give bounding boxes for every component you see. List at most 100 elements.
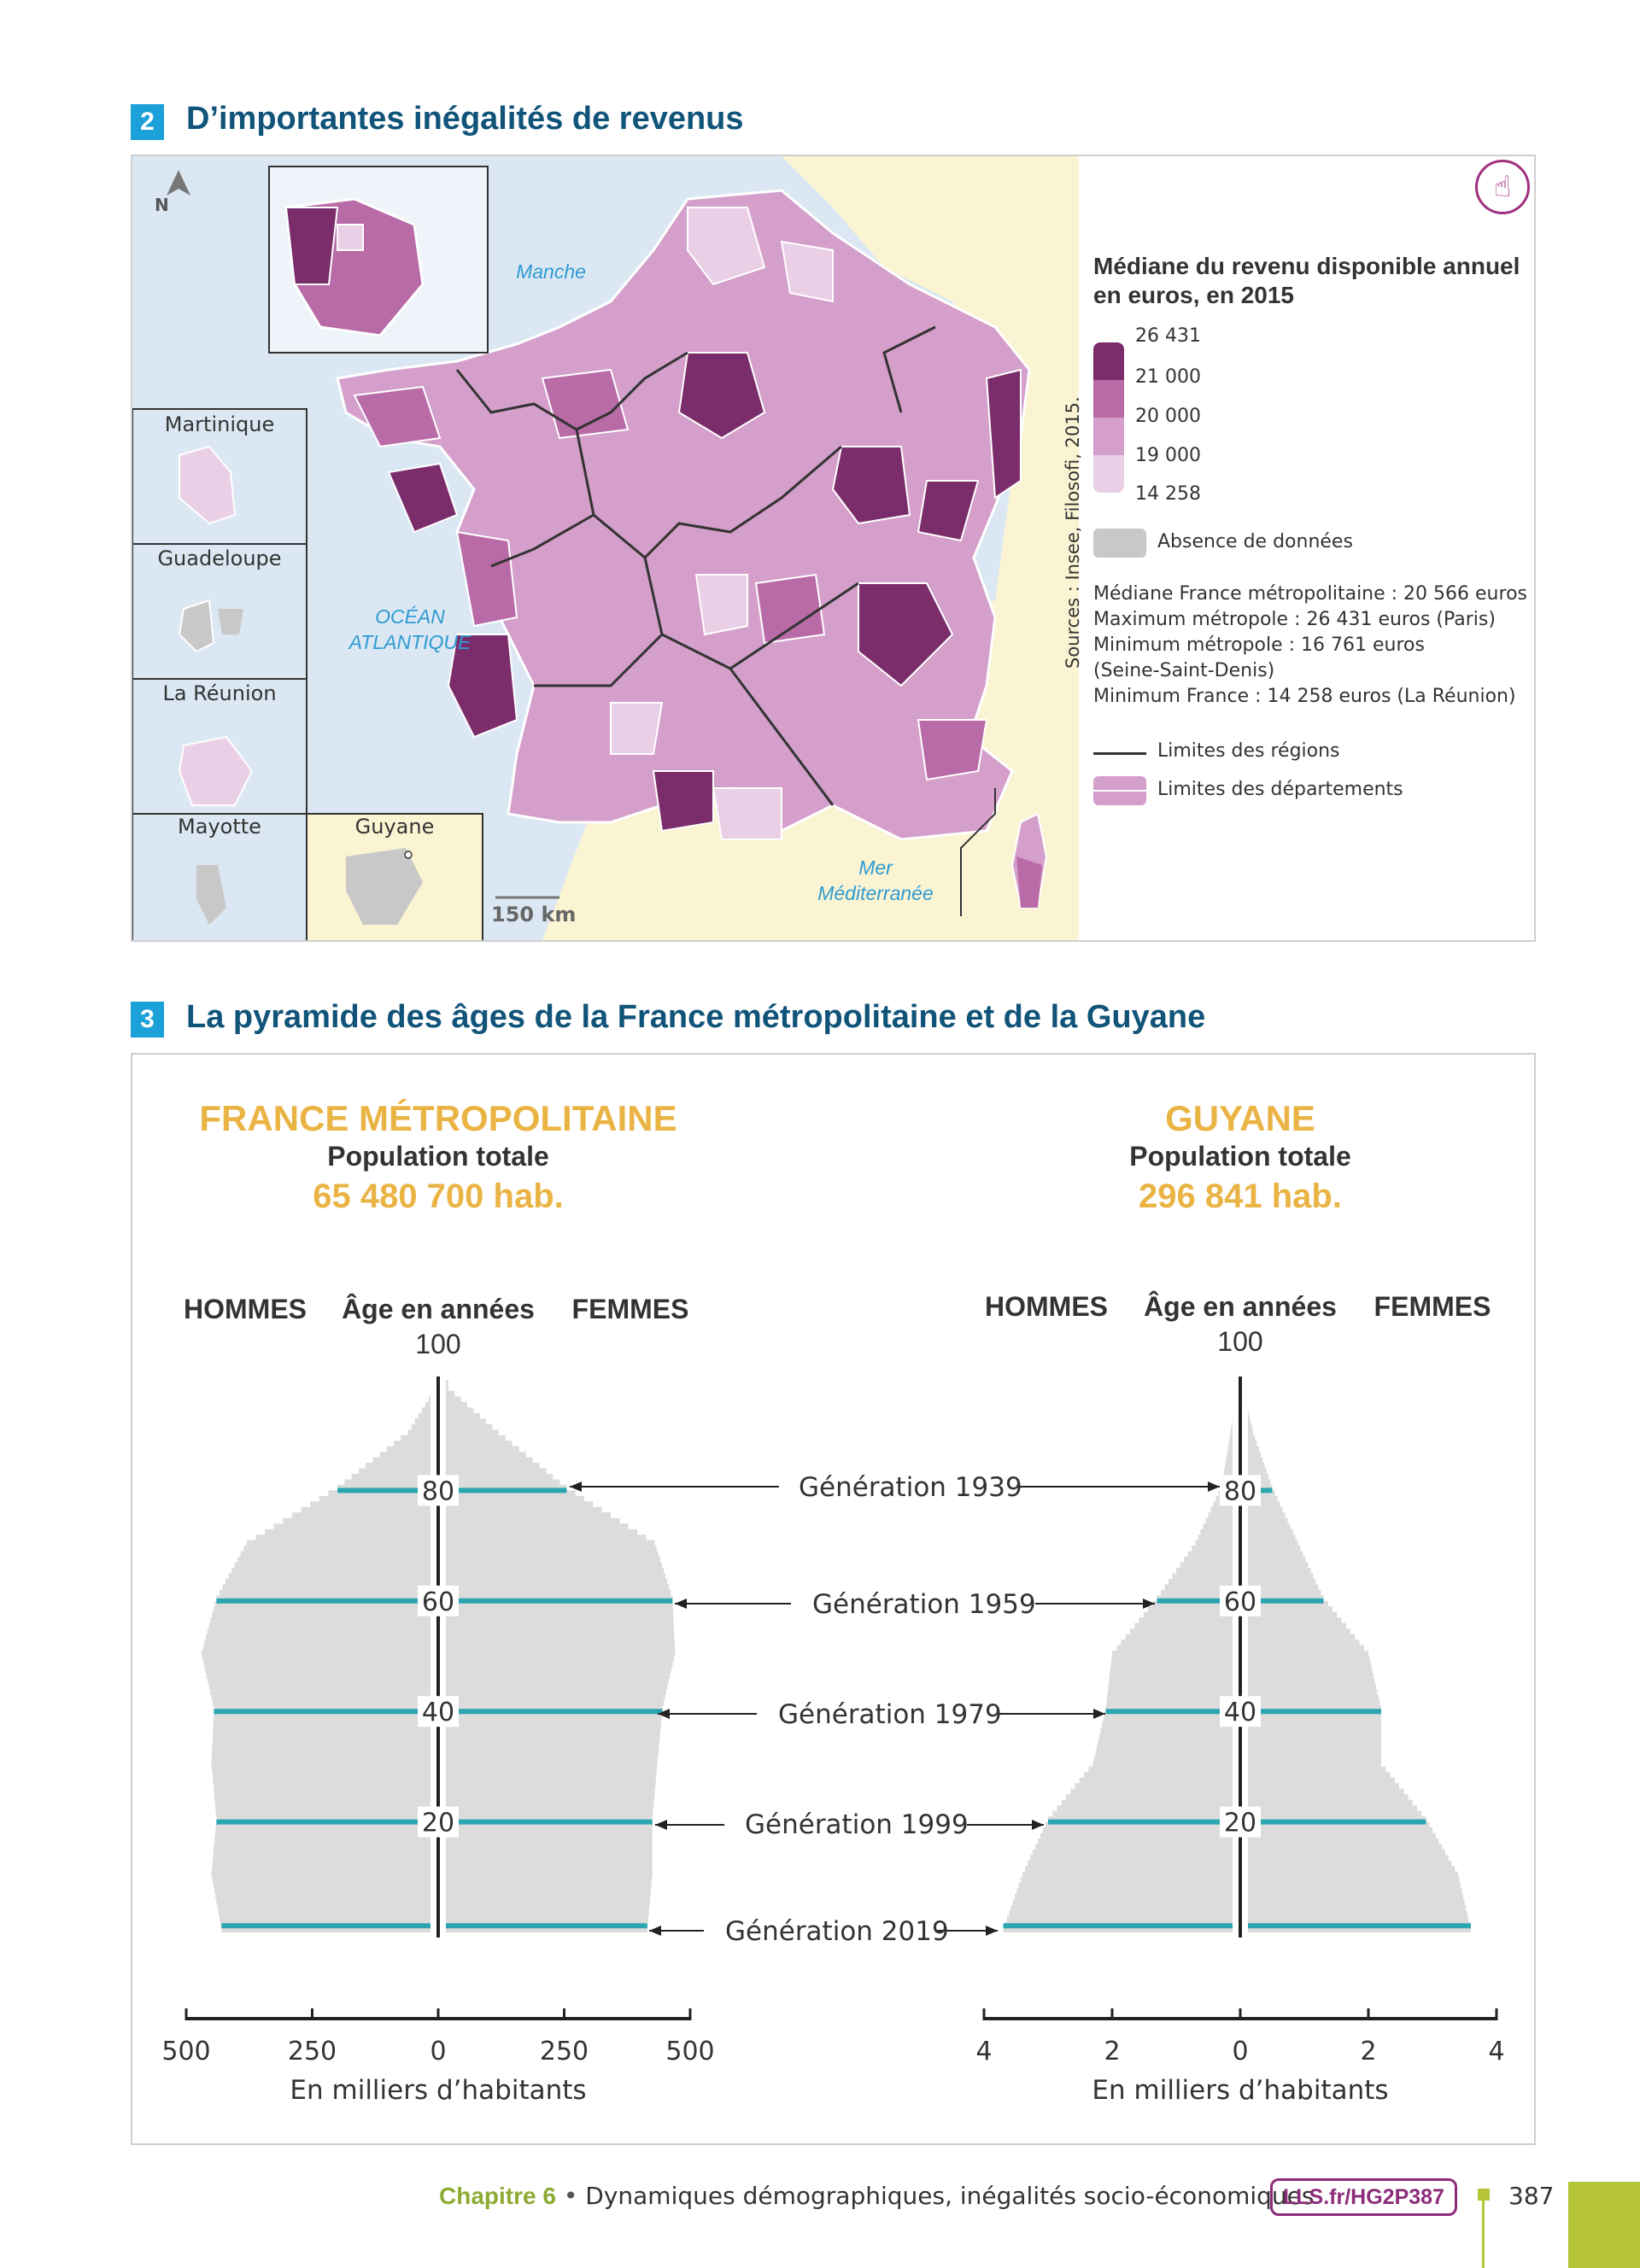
legend-title-line1: Médiane du revenu disponible annuel bbox=[1093, 253, 1520, 279]
pyramid-france-age-tick-bg-20 bbox=[418, 1806, 459, 1838]
legend-no-data-label: Absence de données bbox=[1157, 531, 1353, 552]
north-arrow-icon: N bbox=[155, 195, 169, 215]
pyramid-france-title: FRANCE MÉTROPOLITAINE bbox=[199, 1098, 677, 1138]
pyramid-france-xlabel: En milliers d’habitants bbox=[290, 2075, 587, 2106]
pyramid-guyane-women-bars bbox=[1240, 1380, 1471, 1932]
pyramid-france-age-tick-bg-60 bbox=[418, 1585, 459, 1616]
section-2-number: 2 bbox=[131, 104, 164, 140]
interactive-hand-icon[interactable]: ☝ bbox=[1475, 160, 1530, 214]
pyramid-france-age-tick-bg-40 bbox=[418, 1696, 459, 1727]
legend-swatch-4 bbox=[1093, 455, 1124, 493]
generation-2019-label: Génération 2019 bbox=[725, 1916, 949, 1947]
pyramid-guyane-x-tick-0: 4 bbox=[975, 2037, 992, 2066]
pyramid-france-women: FEMMES bbox=[571, 1294, 689, 1324]
generation-1959-label: Génération 1959 bbox=[812, 1589, 1036, 1620]
legend-no-data-swatch bbox=[1093, 529, 1146, 558]
pyramid-guyane-age-tick-40: 40 bbox=[1224, 1698, 1256, 1727]
generation-1939-label: Génération 1939 bbox=[799, 1472, 1022, 1503]
arrow-1939-right-head bbox=[1208, 1482, 1220, 1492]
pyramid-guyane-x-tick-4: 4 bbox=[1488, 2037, 1504, 2066]
legend-swatch-3 bbox=[1093, 418, 1124, 455]
footer-chapter: Chapitre 6 bbox=[439, 2183, 556, 2209]
sea-med-line2: Méditerranée bbox=[817, 882, 934, 904]
arrow-2019-right-head bbox=[986, 1926, 998, 1936]
footer-link[interactable]: LLS.fr/HG2P387 bbox=[1270, 2178, 1457, 2216]
arrow-1979-right-head bbox=[1093, 1709, 1105, 1719]
pyramid-guyane-women: FEMMES bbox=[1374, 1291, 1491, 1322]
legend-stat-5: Minimum France : 14 258 euros (La Réunio… bbox=[1093, 686, 1516, 707]
legend-value-1: 26 431 bbox=[1135, 325, 1201, 347]
footer-bullet: • bbox=[555, 2182, 586, 2210]
map-source: Sources : Insee, Filosofi, 2015. bbox=[1063, 396, 1083, 669]
pyramid-guyane-population: 296 841 hab. bbox=[1139, 1178, 1342, 1215]
legend-region-line bbox=[1093, 752, 1146, 755]
inset-label-reunion: La Réunion bbox=[162, 681, 277, 705]
legend-region-label: Limites des régions bbox=[1157, 740, 1340, 762]
pyramid-guyane-age-label: Âge en années bbox=[1144, 1291, 1337, 1322]
arrow-1959-right-head bbox=[1143, 1599, 1155, 1609]
pyramid-france-women-bars bbox=[438, 1380, 676, 1932]
arrow-1999-left-head bbox=[655, 1820, 667, 1830]
pyramid-guyane-age-tick-bg-40 bbox=[1220, 1696, 1261, 1727]
pyramid-guyane-x-tick-2: 0 bbox=[1232, 2037, 1248, 2066]
legend-value-2: 21 000 bbox=[1135, 366, 1201, 388]
pyramid-france-x-tick-3: 250 bbox=[540, 2037, 589, 2066]
legend-departement-line bbox=[1093, 790, 1146, 792]
legend-stat-3: Minimum métropole : 16 761 euros bbox=[1093, 634, 1425, 656]
scale-label: 150 km bbox=[491, 903, 577, 926]
footer-rule bbox=[1482, 2201, 1485, 2268]
inset-label-guadeloupe: Guadeloupe bbox=[157, 547, 282, 570]
arrow-1979-left-head bbox=[658, 1709, 670, 1719]
generation-1979-label: Génération 1979 bbox=[778, 1699, 1002, 1730]
legend-value-4: 19 000 bbox=[1135, 445, 1201, 466]
legend-title-line2: en euros, en 2015 bbox=[1093, 282, 1295, 308]
pyramid-guyane-age-tick-80: 80 bbox=[1224, 1476, 1256, 1506]
legend-value-3: 20 000 bbox=[1135, 406, 1201, 427]
pyramid-guyane-age-tick-20: 20 bbox=[1224, 1809, 1256, 1838]
footer-chapter-title: Dynamiques démographiques, inégalités so… bbox=[585, 2182, 1315, 2210]
income-map bbox=[132, 156, 1079, 940]
inset-label-martinique: Martinique bbox=[164, 412, 275, 436]
footer-page-tab bbox=[1568, 2182, 1640, 2268]
pyramid-france-age-tick-bg-80 bbox=[418, 1475, 459, 1506]
legend-stat-2: Maximum métropole : 26 431 euros (Paris) bbox=[1093, 609, 1496, 630]
pyramid-guyane-men-bars bbox=[1003, 1380, 1240, 1932]
pyramid-france-pop-label: Population totale bbox=[327, 1141, 549, 1172]
legend-value-5: 14 258 bbox=[1135, 483, 1201, 505]
pyramid-france-men-bars bbox=[201, 1380, 438, 1932]
pyramid-france-x-tick-2: 0 bbox=[430, 2037, 446, 2066]
section-3-title: La pyramide des âges de la France métrop… bbox=[186, 999, 1206, 1035]
section-2-title: D’importantes inégalités de revenus bbox=[186, 101, 744, 137]
pyramid-france-x-tick-0: 500 bbox=[161, 2037, 210, 2066]
legend-swatch-2 bbox=[1093, 380, 1124, 418]
footer-text-line: Chapitre 6 • Dynamiques démographiques, … bbox=[439, 2182, 1314, 2210]
pyramid-guyane-age-tick-bg-20 bbox=[1220, 1806, 1261, 1838]
inset-label-mayotte: Mayotte bbox=[178, 815, 261, 839]
pyramid-guyane-age-100: 100 bbox=[1217, 1326, 1263, 1357]
map-figure: N Manche OCÉAN ATLANTIQUE Mer Méditerran… bbox=[131, 155, 1536, 942]
pyramid-france-men: HOMMES bbox=[184, 1294, 307, 1324]
sea-ocean-line2: ATLANTIQUE bbox=[348, 631, 472, 653]
arrow-1999-right-head bbox=[1032, 1820, 1044, 1830]
arrow-1959-left-head bbox=[675, 1599, 687, 1609]
pyramid-guyane-xlabel: En milliers d’habitants bbox=[1092, 2075, 1389, 2106]
pyramid-france-age-tick-60: 60 bbox=[422, 1587, 454, 1617]
arrow-1939-left-head bbox=[570, 1482, 582, 1492]
pyramid-guyane-x-tick-3: 2 bbox=[1360, 2037, 1376, 2066]
pyramid-guyane-men: HOMMES bbox=[985, 1291, 1108, 1322]
pyramid-france-age-tick-80: 80 bbox=[422, 1476, 454, 1506]
pyramid-guyane-age-tick-60: 60 bbox=[1224, 1587, 1256, 1617]
pyramid-france-age-tick-40: 40 bbox=[422, 1698, 454, 1727]
section-3-number: 3 bbox=[131, 1002, 164, 1038]
sea-manche: Manche bbox=[516, 260, 586, 283]
pyramid-guyane-age-tick-bg-80 bbox=[1220, 1475, 1261, 1506]
pyramid-france-x-tick-4: 500 bbox=[665, 2037, 714, 2066]
pyramid-guyane-pop-label: Population totale bbox=[1129, 1141, 1351, 1172]
pyramid-guyane-x-tick-1: 2 bbox=[1104, 2037, 1120, 2066]
generation-1999-label: Génération 1999 bbox=[745, 1809, 969, 1840]
footer-page-number: 387 bbox=[1508, 2182, 1555, 2210]
legend-stat-1: Médiane France métropolitaine : 20 566 e… bbox=[1093, 583, 1527, 605]
pyramid-france-x-tick-1: 250 bbox=[288, 2037, 337, 2066]
legend-stat-4: (Seine-Saint-Denis) bbox=[1093, 660, 1275, 681]
pyramid-france-age-label: Âge en années bbox=[342, 1294, 535, 1324]
